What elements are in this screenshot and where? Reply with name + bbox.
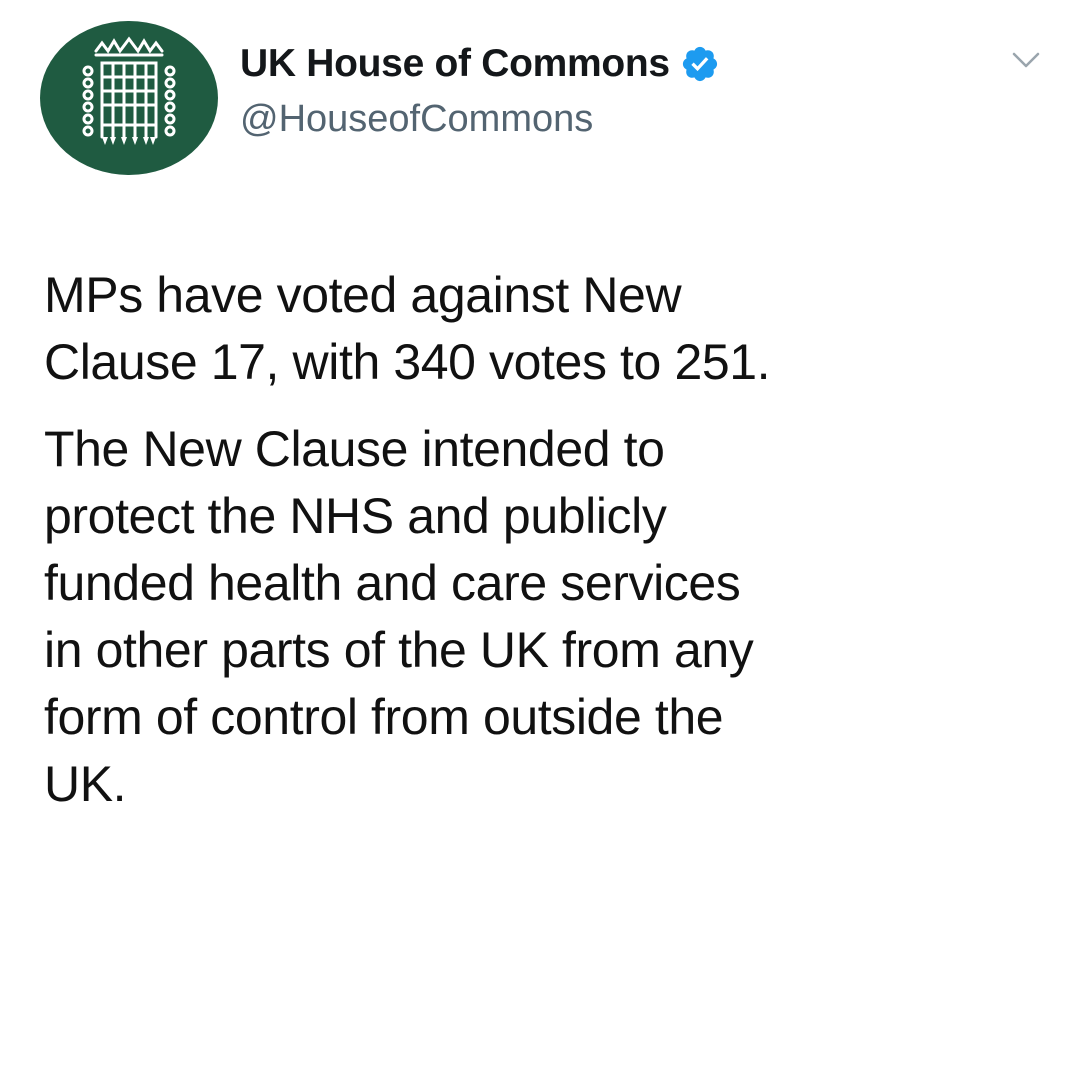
chevron-down-icon[interactable] — [1004, 46, 1048, 76]
author-handle[interactable]: @HouseofCommons — [240, 98, 594, 140]
avatar[interactable] — [40, 21, 218, 175]
portcullis-icon — [82, 36, 176, 145]
tweet-paragraph: MPs have voted against New Clause 17, wi… — [44, 267, 771, 390]
tweet-paragraph: The New Clause intended to protect the N… — [44, 421, 754, 812]
author-row: UK House of Commons — [240, 38, 720, 90]
display-name[interactable]: UK House of Commons — [240, 42, 670, 85]
verified-badge-icon — [680, 44, 720, 84]
tweet-text: MPs have voted against New Clause 17, wi… — [44, 262, 1054, 818]
